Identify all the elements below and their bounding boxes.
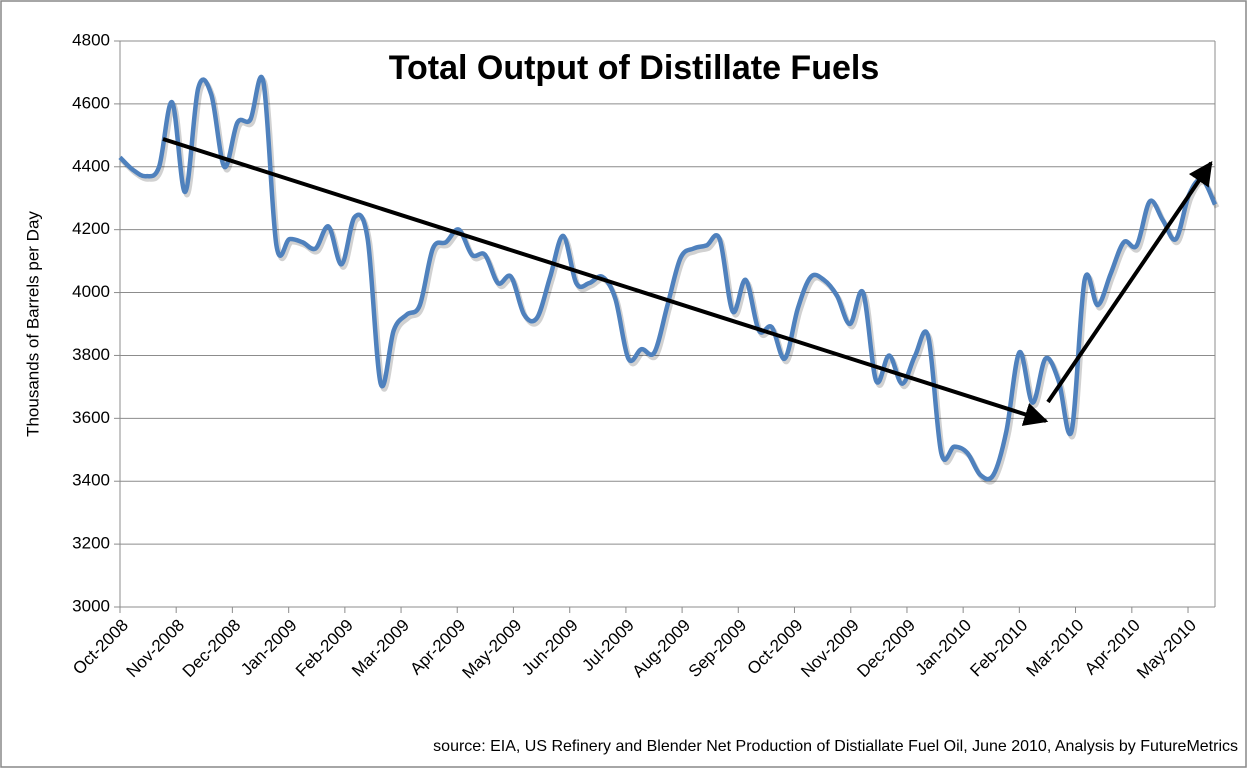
y-tick-label: 3200: [72, 534, 110, 553]
y-tick-label: 3600: [72, 408, 110, 427]
y-axis-label: Thousands of Barrels per Day: [23, 211, 42, 437]
data-line: [118, 74, 1218, 482]
y-tick-label: 4600: [72, 93, 110, 112]
y-tick-label: 3000: [72, 596, 110, 615]
chart-title: Total Output of Distillate Fuels: [389, 49, 879, 87]
y-tick-label: 4400: [72, 156, 110, 175]
y-tick-label: 4200: [72, 219, 110, 238]
y-tick-label: 3800: [72, 345, 110, 364]
y-tick-label: 4800: [72, 30, 110, 49]
trend-arrow: [162, 137, 1049, 426]
trend-arrow: [1046, 161, 1213, 404]
source-note: source: EIA, US Refinery and Blender Net…: [433, 738, 1238, 755]
y-tick-label: 4000: [72, 282, 110, 301]
y-tick-label: 3400: [72, 471, 110, 490]
